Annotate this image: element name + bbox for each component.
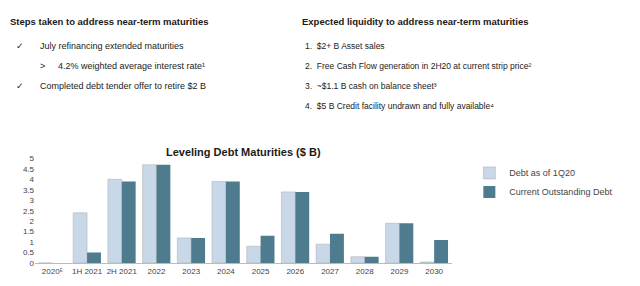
svg-text:Steps taken to address near-te: Steps taken to address near-term maturit… bbox=[10, 16, 209, 27]
svg-text:2023: 2023 bbox=[182, 267, 200, 276]
svg-text:2H 2021: 2H 2021 bbox=[107, 267, 138, 276]
svg-text:2029: 2029 bbox=[391, 267, 409, 276]
svg-text:4. $5 B Credit facility undra: 4. $5 B Credit facility undrawn and full… bbox=[305, 101, 494, 111]
svg-text:1. $2+ B Asset sales: 1. $2+ B Asset sales bbox=[305, 41, 385, 51]
svg-text:Current Outstanding Debt: Current Outstanding Debt bbox=[509, 187, 612, 197]
svg-text:Debt as of 1Q20: Debt as of 1Q20 bbox=[509, 168, 575, 178]
svg-text:3. ~$1.1 B cash on balance sh: 3. ~$1.1 B cash on balance sheet³ bbox=[305, 81, 437, 91]
svg-text:July refinancing extended matu: July refinancing extended maturities bbox=[40, 41, 184, 51]
svg-text:4.5: 4.5 bbox=[23, 165, 35, 174]
svg-text:0: 0 bbox=[30, 259, 35, 268]
svg-text:2027: 2027 bbox=[321, 267, 339, 276]
svg-text:Completed debt tender offer to: Completed debt tender offer to retire $2… bbox=[40, 81, 206, 91]
svg-text:5: 5 bbox=[30, 154, 35, 163]
svg-text:2030: 2030 bbox=[425, 267, 443, 276]
svg-text:2022: 2022 bbox=[148, 267, 166, 276]
svg-text:1: 1 bbox=[30, 238, 35, 247]
svg-text:2: 2 bbox=[30, 217, 35, 226]
svg-text:✓: ✓ bbox=[16, 81, 24, 91]
svg-text:2.5: 2.5 bbox=[23, 207, 35, 216]
svg-text:Expected liquidity to address: Expected liquidity to address near-term … bbox=[302, 16, 528, 27]
svg-text:3: 3 bbox=[30, 196, 35, 205]
svg-text:2028: 2028 bbox=[356, 267, 374, 276]
svg-text:4.2% weighted average interest: 4.2% weighted average interest rate¹ bbox=[58, 61, 205, 71]
svg-text:>: > bbox=[40, 61, 45, 71]
svg-text:✓: ✓ bbox=[16, 41, 24, 51]
svg-text:2024: 2024 bbox=[217, 267, 235, 276]
svg-text:0.5: 0.5 bbox=[23, 248, 35, 257]
svg-text:3.5: 3.5 bbox=[23, 186, 35, 195]
svg-text:2026: 2026 bbox=[286, 267, 304, 276]
svg-text:2. Free Cash Flow generation: 2. Free Cash Flow generation in 2H20 at … bbox=[305, 61, 531, 71]
svg-text:1H 2021: 1H 2021 bbox=[72, 267, 103, 276]
svg-text:2020⁵: 2020⁵ bbox=[42, 267, 63, 276]
svg-text:2025: 2025 bbox=[252, 267, 270, 276]
svg-text:1.5: 1.5 bbox=[23, 227, 35, 236]
svg-text:4: 4 bbox=[30, 175, 35, 184]
svg-text:Leveling Debt Maturities ($ B): Leveling Debt Maturities ($ B) bbox=[166, 146, 321, 158]
